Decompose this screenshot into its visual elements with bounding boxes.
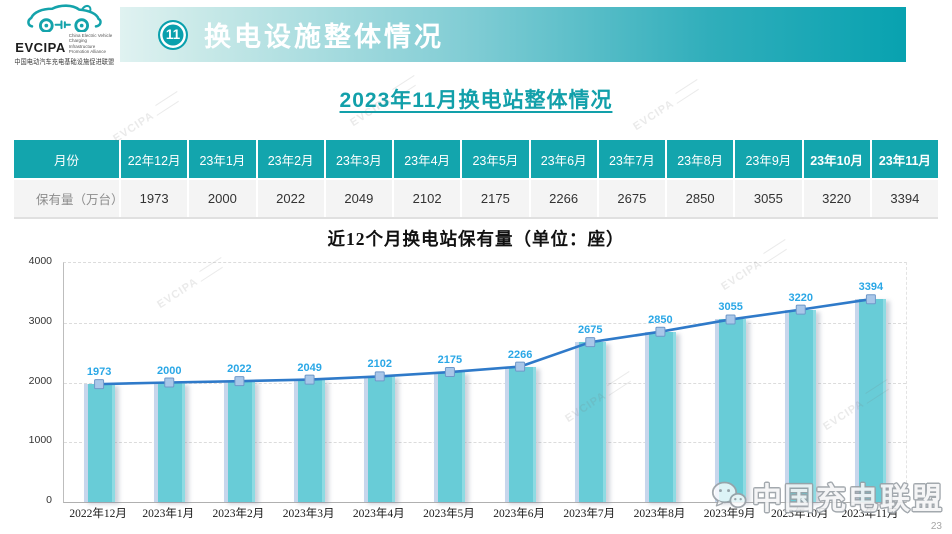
table-value-cell: 2266 <box>530 180 597 217</box>
bar <box>223 381 255 502</box>
point-label: 3394 <box>858 281 884 294</box>
table-header-cell: 22年12月 <box>121 140 188 178</box>
table-value-cell: 2022 <box>257 180 324 217</box>
table-value-cell: 2675 <box>598 180 665 217</box>
brand-tagline-cn: 中国电动汽车充电基础设施促进联盟 <box>13 59 114 66</box>
x-axis-label: 2023年8月 <box>633 508 686 520</box>
table-header-cell: 23年7月 <box>598 140 665 178</box>
bar <box>644 331 676 502</box>
point-label: 2000 <box>157 364 182 377</box>
point-label: 3055 <box>718 301 743 314</box>
x-axis: 2022年12月 2023年1月 2023年2月 2023年3月 2023年4月… <box>63 505 905 521</box>
table-row-label: 保有量（万台） <box>14 180 124 217</box>
table-header-cell: 23年8月 <box>667 140 734 178</box>
point-label: 3220 <box>788 291 813 304</box>
table-header-cell: 23年11月 <box>871 140 938 178</box>
x-axis-label: 2023年7月 <box>563 508 616 520</box>
gridline <box>64 322 906 324</box>
brand-text: EVCIPA <box>15 40 66 55</box>
table-header-cell: 23年10月 <box>803 140 870 178</box>
table-header-cell: 23年3月 <box>325 140 392 178</box>
x-axis-label: 2023年4月 <box>352 508 405 520</box>
chart-title: 近12个月换电站保有量（单位：座） <box>327 229 625 249</box>
bar <box>715 319 747 502</box>
table-header-cell: 23年5月 <box>462 140 529 178</box>
gridline <box>64 382 906 384</box>
page-title: 换电设施整体情况 <box>204 22 444 52</box>
table-value-cell: 2049 <box>325 180 392 217</box>
stats-table: 月份 22年12月 23年1月 23年2月 23年3月 23年4月 23年5月 … <box>14 140 938 219</box>
brand-tagline-en: China Electric Vehicle Charging Infrastr… <box>68 33 113 54</box>
x-axis-label: 2022年12月 <box>69 508 127 520</box>
alliance-watermark: 中国充电联盟 <box>711 474 944 518</box>
x-axis-label: 2023年11月 <box>841 508 899 520</box>
point-label: 1973 <box>86 366 112 379</box>
point-label: 2175 <box>437 354 463 367</box>
bar <box>574 342 606 502</box>
bar <box>504 366 536 502</box>
section-number-badge: 11 <box>158 19 188 50</box>
y-axis-label: 4000 <box>28 255 52 267</box>
x-axis-label: 2023年1月 <box>142 508 195 520</box>
table-value-cell: 2175 <box>462 180 529 217</box>
bar <box>83 384 115 502</box>
y-axis: 4000 3000 2000 1000 0 <box>14 256 58 505</box>
bar <box>294 379 326 502</box>
bar <box>855 299 887 502</box>
table-header-cell: 23年6月 <box>530 140 597 178</box>
evcipa-logo: EVCIPA China Electric Vehicle Charging I… <box>8 2 120 66</box>
header-band: 11 换电设施整体情况 <box>120 7 906 62</box>
y-axis-label: 2000 <box>28 374 52 387</box>
table-value-cell: 2000 <box>189 180 256 217</box>
table-value-cell: 1973 <box>121 180 188 217</box>
gridline <box>64 442 906 444</box>
x-axis-label: 2023年3月 <box>282 508 335 520</box>
x-axis-label: 2023年10月 <box>771 508 829 520</box>
page-number: 23 <box>930 521 942 532</box>
table-value-cell: 3394 <box>871 180 938 217</box>
alliance-watermark-text: 中国充电联盟 <box>752 483 944 516</box>
x-axis-label: 2023年6月 <box>493 508 545 520</box>
wechat-icon <box>711 481 747 509</box>
point-label: 2022 <box>227 363 252 376</box>
bar <box>153 382 185 502</box>
table-header-cell: 月份 <box>14 140 119 178</box>
table-header-cell: 23年2月 <box>257 140 324 178</box>
table-header-cell: 23年4月 <box>394 140 461 178</box>
x-axis-label: 2023年2月 <box>212 508 265 520</box>
point-label: 2850 <box>648 313 673 326</box>
x-axis-label: 2023年9月 <box>703 508 756 520</box>
y-axis-label: 1000 <box>28 434 52 447</box>
table-value-cell: 2102 <box>394 180 461 217</box>
table-value-cell: 3220 <box>803 180 870 217</box>
bar-chart-plot: 1973 2000 2022 2049 2102 2175 2266 2675 … <box>63 262 907 503</box>
table-header-cell: 23年1月 <box>189 140 256 178</box>
y-axis-label: 3000 <box>28 314 52 327</box>
bar <box>434 372 466 502</box>
table-header-cell: 23年9月 <box>735 140 802 178</box>
point-label: 2049 <box>297 361 322 374</box>
point-label: 2102 <box>367 358 392 371</box>
slide-subtitle: 2023年11月换电站整体情况 <box>339 89 613 112</box>
bar <box>364 376 396 502</box>
bar-series <box>64 263 906 502</box>
point-label: 2675 <box>578 324 603 337</box>
table-value-cell: 2850 <box>667 180 734 217</box>
y-axis-label: 0 <box>46 494 52 506</box>
trend-line <box>94 294 876 390</box>
point-label: 2266 <box>507 348 533 361</box>
bar <box>785 309 817 502</box>
ev-car-icon <box>27 4 102 33</box>
table-value-cell: 3055 <box>735 180 802 217</box>
x-axis-label: 2023年5月 <box>423 508 475 520</box>
